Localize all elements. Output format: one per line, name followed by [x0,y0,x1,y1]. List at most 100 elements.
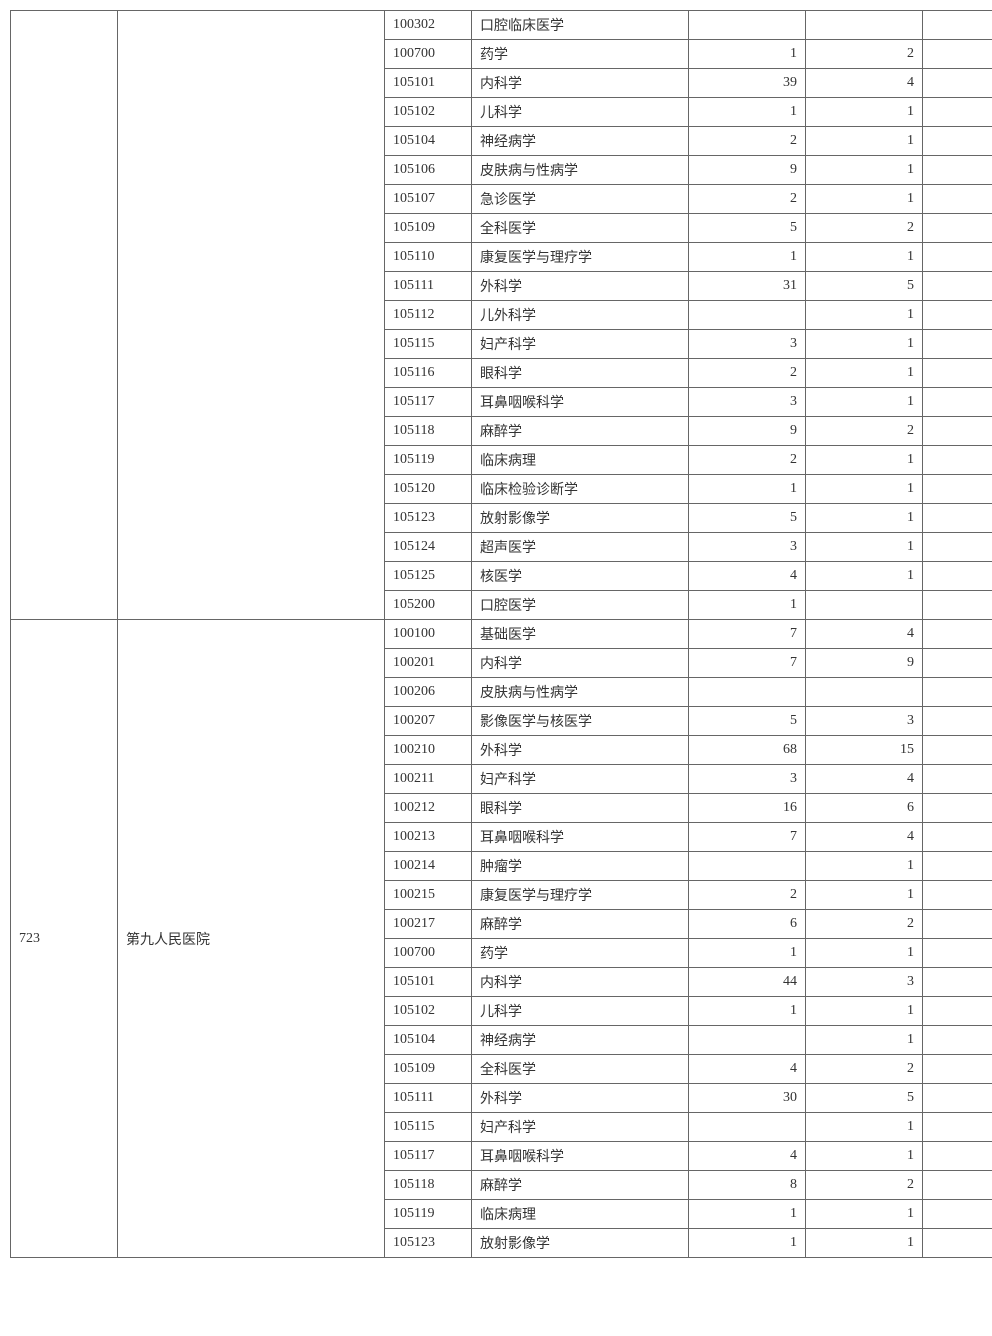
subject-cell: 麻醉学 [472,1171,689,1200]
code-cell: 105102 [385,997,472,1026]
subject-cell: 耳鼻咽喉科学 [472,388,689,417]
code-cell: 100212 [385,794,472,823]
value1-cell: 2 [689,446,806,475]
value1-cell [689,678,806,707]
value3-cell: 1 [923,765,992,794]
value3-cell [923,1200,992,1229]
value1-cell: 16 [689,794,806,823]
value3-cell: 1 [923,359,992,388]
value3-cell: 1 [923,1026,992,1055]
subject-cell: 神经病学 [472,127,689,156]
value2-cell: 1 [806,562,923,591]
subject-cell: 急诊医学 [472,185,689,214]
code-cell: 100214 [385,852,472,881]
code-cell: 105116 [385,359,472,388]
value3-cell [923,533,992,562]
subject-cell: 妇产科学 [472,765,689,794]
code-cell: 100211 [385,765,472,794]
group-id-cell: 723 [11,620,118,1258]
value2-cell: 1 [806,997,923,1026]
code-cell: 105123 [385,504,472,533]
code-cell: 105125 [385,562,472,591]
code-cell: 100302 [385,11,472,40]
value3-cell [923,591,992,620]
value1-cell: 4 [689,1142,806,1171]
code-cell: 105117 [385,388,472,417]
value2-cell: 1 [806,330,923,359]
subject-cell: 外科学 [472,736,689,765]
subject-cell: 口腔临床医学 [472,11,689,40]
value3-cell: 1 [923,1171,992,1200]
subject-cell: 耳鼻咽喉科学 [472,823,689,852]
subject-cell: 内科学 [472,69,689,98]
value2-cell: 1 [806,1229,923,1258]
subject-cell: 放射影像学 [472,504,689,533]
code-cell: 100206 [385,678,472,707]
value2-cell: 1 [806,98,923,127]
code-cell: 105124 [385,533,472,562]
code-cell: 105102 [385,98,472,127]
group-id-cell [11,11,118,620]
value1-cell [689,852,806,881]
value1-cell: 39 [689,69,806,98]
code-cell: 105118 [385,417,472,446]
value2-cell: 9 [806,649,923,678]
code-cell: 105104 [385,127,472,156]
code-cell: 100700 [385,40,472,69]
value1-cell: 7 [689,823,806,852]
value3-cell: 7 [923,736,992,765]
value3-cell [923,881,992,910]
value1-cell: 1 [689,591,806,620]
value1-cell: 6 [689,910,806,939]
code-cell: 105106 [385,156,472,185]
value2-cell: 1 [806,301,923,330]
value1-cell: 4 [689,1055,806,1084]
subject-cell: 药学 [472,939,689,968]
subject-cell: 超声医学 [472,533,689,562]
value2-cell: 3 [806,707,923,736]
value2-cell [806,678,923,707]
code-cell: 105123 [385,1229,472,1258]
code-cell: 105119 [385,1200,472,1229]
value3-cell: 2 [923,40,992,69]
value2-cell: 1 [806,156,923,185]
value2-cell: 3 [806,968,923,997]
subject-cell: 麻醉学 [472,417,689,446]
table-row: 723第九人民医院100100基础医学744 [11,620,992,649]
value3-cell [923,1055,992,1084]
value3-cell [923,330,992,359]
value2-cell: 1 [806,475,923,504]
value1-cell: 8 [689,1171,806,1200]
group-hospital-cell [118,11,385,620]
value1-cell: 5 [689,214,806,243]
subject-cell: 妇产科学 [472,330,689,359]
subject-cell: 康复医学与理疗学 [472,243,689,272]
value2-cell: 1 [806,504,923,533]
code-cell: 105110 [385,243,472,272]
subject-cell: 全科医学 [472,1055,689,1084]
code-cell: 105101 [385,968,472,997]
subject-cell: 皮肤病与性病学 [472,678,689,707]
value2-cell: 1 [806,359,923,388]
value2-cell: 4 [806,69,923,98]
value3-cell: 1 [923,678,992,707]
subject-cell: 耳鼻咽喉科学 [472,1142,689,1171]
value1-cell: 2 [689,881,806,910]
code-cell: 105200 [385,591,472,620]
value1-cell: 3 [689,330,806,359]
value3-cell [923,562,992,591]
value2-cell: 1 [806,127,923,156]
code-cell: 100215 [385,881,472,910]
value3-cell: 4 [923,620,992,649]
value2-cell: 1 [806,939,923,968]
code-cell: 100217 [385,910,472,939]
value2-cell: 1 [806,1113,923,1142]
value2-cell: 1 [806,388,923,417]
subject-cell: 全科医学 [472,214,689,243]
value3-cell: 3 [923,1084,992,1113]
value1-cell: 5 [689,707,806,736]
value3-cell [923,446,992,475]
subject-cell: 肿瘤学 [472,852,689,881]
code-cell: 105109 [385,1055,472,1084]
value2-cell: 1 [806,1200,923,1229]
